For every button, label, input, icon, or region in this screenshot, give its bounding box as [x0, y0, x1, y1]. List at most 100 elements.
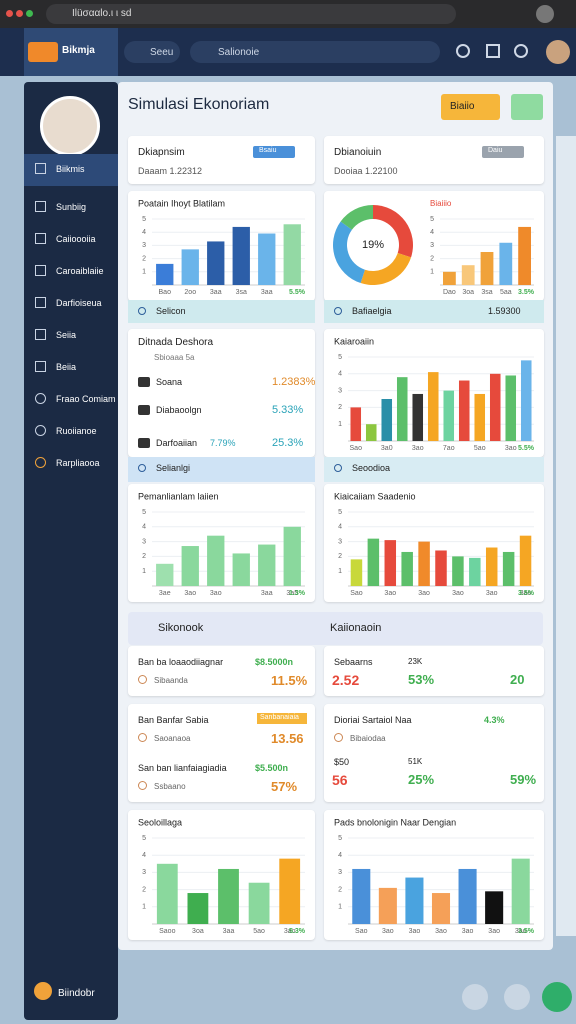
badge	[257, 713, 307, 724]
strip-label: Bafiaelgia	[352, 306, 392, 316]
window-dot[interactable]	[26, 10, 33, 17]
url-text: Ilüσααlo.ι ι sd	[72, 8, 132, 19]
next-panel-edge	[556, 136, 576, 936]
strip-value: 1.59300	[488, 306, 521, 316]
page-title: Simulasi Ekonoriam	[128, 96, 270, 113]
item-value: 5.33%	[272, 404, 304, 416]
item-value: 1.2383%	[272, 376, 316, 388]
nav-active	[24, 154, 118, 186]
nav-icon	[35, 265, 46, 276]
item-value: 25.3%	[272, 437, 304, 449]
kpi-title: Sebaarns	[334, 657, 373, 667]
nav-item: Rarpliaooa	[56, 458, 100, 468]
url-field[interactable]	[46, 4, 456, 24]
kpi-icon	[138, 733, 147, 742]
card	[128, 810, 315, 940]
float-button[interactable]	[542, 982, 572, 1012]
badge-label: Sanbanaiaia	[260, 714, 299, 721]
nav-item: Ruoiianoe	[56, 426, 97, 436]
section-title: Kaiionaoin	[330, 622, 382, 634]
card	[128, 191, 315, 301]
card	[128, 329, 315, 457]
action-label[interactable]: Biaiio	[450, 101, 475, 112]
window-dot[interactable]	[16, 10, 23, 17]
badge-label: Daiu	[488, 147, 503, 154]
card	[324, 136, 544, 184]
card-subtitle: Daaam 1.22312	[138, 166, 203, 176]
profile-icon[interactable]	[536, 5, 554, 23]
card-subtitle: Sbioaaa 5a	[154, 353, 195, 362]
kpi-title: Dioriai Sartaiol Naa	[334, 715, 412, 725]
search-text: Salionoie	[218, 47, 260, 58]
window-dot[interactable]	[6, 10, 13, 17]
user-avatar[interactable]	[546, 40, 570, 64]
card	[128, 136, 315, 184]
kpi-value: 25%	[408, 772, 435, 787]
badge	[482, 146, 524, 158]
card	[324, 646, 544, 696]
nav-icon	[35, 425, 46, 436]
kpi-note: Bibaiodaa	[350, 734, 386, 743]
confirm-button[interactable]	[511, 94, 543, 120]
browser-bar: Ilüσααlo.ι ι sd	[0, 0, 576, 28]
kpi-value: 2.52	[332, 672, 360, 688]
card	[324, 704, 544, 802]
logo[interactable]	[28, 42, 58, 62]
icon-button[interactable]	[486, 44, 500, 58]
strip-label: Selianlgi	[156, 463, 191, 473]
kpi-amount: $8.5000n	[255, 657, 294, 667]
strip-icon	[138, 307, 146, 315]
info-strip	[324, 300, 544, 323]
float-button[interactable]	[462, 984, 488, 1010]
kpi-value: 11.5%	[271, 673, 308, 688]
search-box[interactable]	[190, 41, 440, 63]
card	[324, 484, 544, 602]
kpi-value: 57%	[271, 779, 298, 794]
action-button[interactable]	[441, 94, 500, 120]
nav-icon	[35, 361, 46, 372]
kpi-value: 59%	[510, 772, 537, 787]
kpi-amount: 23K	[408, 657, 423, 666]
kpi-value: 53%	[408, 672, 435, 687]
kpi-value: 56	[332, 772, 348, 788]
sidebar-footer[interactable]: Biindobr	[58, 988, 95, 999]
item-name: Soana	[156, 377, 183, 387]
float-button[interactable]	[504, 984, 530, 1010]
kpi-icon	[334, 733, 343, 742]
app-header: Bikmja Seeu Salionoie	[0, 28, 576, 76]
kpi-icon	[138, 675, 147, 684]
kpi-value: 20	[510, 672, 525, 687]
nav-item: Beiia	[56, 362, 77, 372]
kpi-title: Ban ba loaaodiiagnar	[138, 657, 224, 667]
kpi-amount: 51K	[408, 757, 423, 766]
nav-item: Darfioiseua	[56, 298, 102, 308]
card-subtitle: Dooiaa 1.22100	[334, 166, 398, 176]
item-icon	[138, 405, 150, 415]
kpi-note: Sibaanda	[154, 676, 188, 685]
nav-icon	[35, 233, 46, 244]
nav-icon	[35, 457, 46, 468]
kpi-title: $50	[334, 757, 350, 767]
card-title: Dbianoiuin	[334, 147, 382, 158]
footer-icon	[34, 982, 52, 1000]
card	[128, 484, 315, 602]
kpi-title: Ban Banfar Sabia	[138, 715, 209, 725]
brand-name: Bikmja	[62, 45, 95, 56]
search-text: Seeu	[150, 47, 174, 58]
badge-label: Bsaiu	[259, 147, 277, 154]
card-title: Ditnada Deshora	[138, 337, 214, 348]
kpi-title: San ban lianfaiagiadia	[138, 763, 227, 773]
card	[324, 329, 544, 457]
kpi-note: Saoanaoa	[154, 734, 191, 743]
icon-button[interactable]	[514, 44, 528, 58]
kpi-amount: $5.500n	[255, 763, 289, 773]
strip-label: Seoodioa	[352, 463, 391, 473]
icon-button[interactable]	[456, 44, 470, 58]
nav-item: Caiioooiia	[56, 234, 96, 244]
item-icon	[138, 438, 150, 448]
nav-icon	[35, 163, 46, 174]
nav-item: Caroaiblaiie	[56, 266, 104, 276]
nav-icon	[35, 201, 46, 212]
search-box[interactable]	[124, 41, 180, 63]
